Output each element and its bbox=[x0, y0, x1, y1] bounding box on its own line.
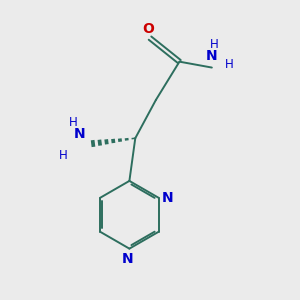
Text: H: H bbox=[224, 58, 233, 71]
Text: H: H bbox=[59, 148, 68, 161]
Text: N: N bbox=[162, 191, 174, 205]
Text: H: H bbox=[69, 116, 78, 129]
Text: N: N bbox=[206, 49, 218, 63]
Text: N: N bbox=[122, 252, 134, 266]
Text: H: H bbox=[210, 38, 219, 51]
Text: O: O bbox=[142, 22, 154, 36]
Text: N: N bbox=[74, 127, 85, 141]
